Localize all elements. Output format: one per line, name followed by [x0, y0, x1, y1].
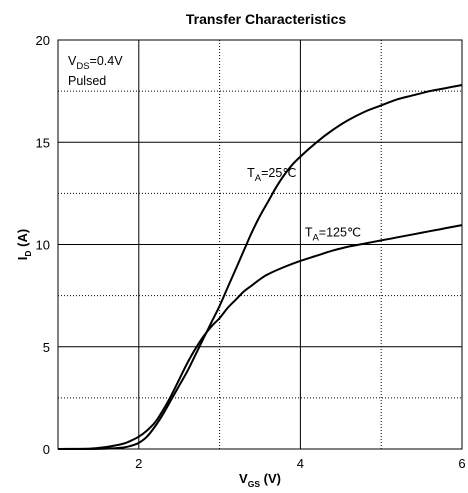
x-tick-label: 6 [458, 456, 465, 471]
y-tick-label: 0 [43, 442, 50, 457]
y-tick-label: 10 [36, 238, 50, 253]
x-tick-label: 2 [135, 456, 142, 471]
y-tick-label: 15 [36, 135, 50, 150]
annotations: VDS=0.4V Pulsed TA=25℃ TA=125℃ [68, 54, 361, 243]
y-tick-label: 5 [43, 340, 50, 355]
vds-condition: VDS=0.4V [68, 54, 123, 72]
axis-ticks: 2 4 6 0 5 10 15 20 [36, 33, 466, 471]
y-tick-label: 20 [36, 33, 50, 48]
series-label-25c: TA=25℃ [247, 166, 296, 184]
x-axis-label-text: VGS (V) [239, 471, 281, 489]
x-tick-label: 4 [297, 456, 304, 471]
chart-title: Transfer Characteristics [186, 11, 347, 27]
series-label-125c: TA=125℃ [305, 225, 361, 243]
plot-frame [57, 39, 463, 450]
series-line-125c [57, 224, 463, 450]
series-lines [57, 84, 463, 451]
y-axis-label-text: ID (A) [15, 229, 33, 260]
series-line-25c [57, 84, 463, 451]
grid [58, 40, 462, 449]
pulsed-condition: Pulsed [68, 74, 106, 88]
